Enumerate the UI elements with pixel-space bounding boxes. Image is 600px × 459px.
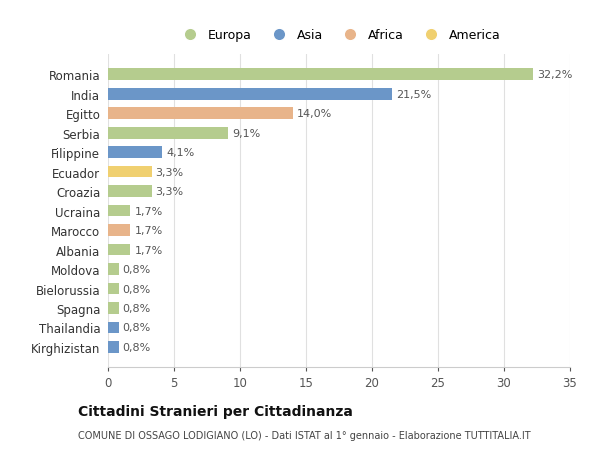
Bar — [108, 108, 293, 120]
Text: 0,8%: 0,8% — [122, 342, 151, 352]
Text: 0,8%: 0,8% — [122, 323, 151, 333]
Text: 1,7%: 1,7% — [134, 245, 163, 255]
Legend: Europa, Asia, Africa, America: Europa, Asia, Africa, America — [173, 24, 505, 47]
Text: 0,8%: 0,8% — [122, 284, 151, 294]
Text: 14,0%: 14,0% — [297, 109, 332, 119]
Bar — [108, 69, 533, 81]
Bar — [108, 186, 152, 197]
Text: 9,1%: 9,1% — [232, 129, 260, 139]
Text: COMUNE DI OSSAGO LODIGIANO (LO) - Dati ISTAT al 1° gennaio - Elaborazione TUTTIT: COMUNE DI OSSAGO LODIGIANO (LO) - Dati I… — [78, 431, 530, 440]
Bar — [108, 322, 119, 334]
Bar — [108, 263, 119, 275]
Bar — [108, 128, 228, 139]
Bar — [108, 341, 119, 353]
Bar — [108, 205, 130, 217]
Bar — [108, 147, 162, 159]
Bar — [108, 225, 130, 236]
Bar — [108, 283, 119, 295]
Bar — [108, 89, 392, 101]
Text: 0,8%: 0,8% — [122, 303, 151, 313]
Text: 3,3%: 3,3% — [155, 187, 184, 197]
Text: 1,7%: 1,7% — [134, 225, 163, 235]
Bar — [108, 244, 130, 256]
Text: 1,7%: 1,7% — [134, 206, 163, 216]
Text: 0,8%: 0,8% — [122, 264, 151, 274]
Text: 21,5%: 21,5% — [396, 90, 431, 100]
Bar — [108, 167, 152, 178]
Bar — [108, 302, 119, 314]
Text: 32,2%: 32,2% — [537, 70, 572, 80]
Text: 3,3%: 3,3% — [155, 167, 184, 177]
Text: 4,1%: 4,1% — [166, 148, 194, 158]
Text: Cittadini Stranieri per Cittadinanza: Cittadini Stranieri per Cittadinanza — [78, 404, 353, 419]
